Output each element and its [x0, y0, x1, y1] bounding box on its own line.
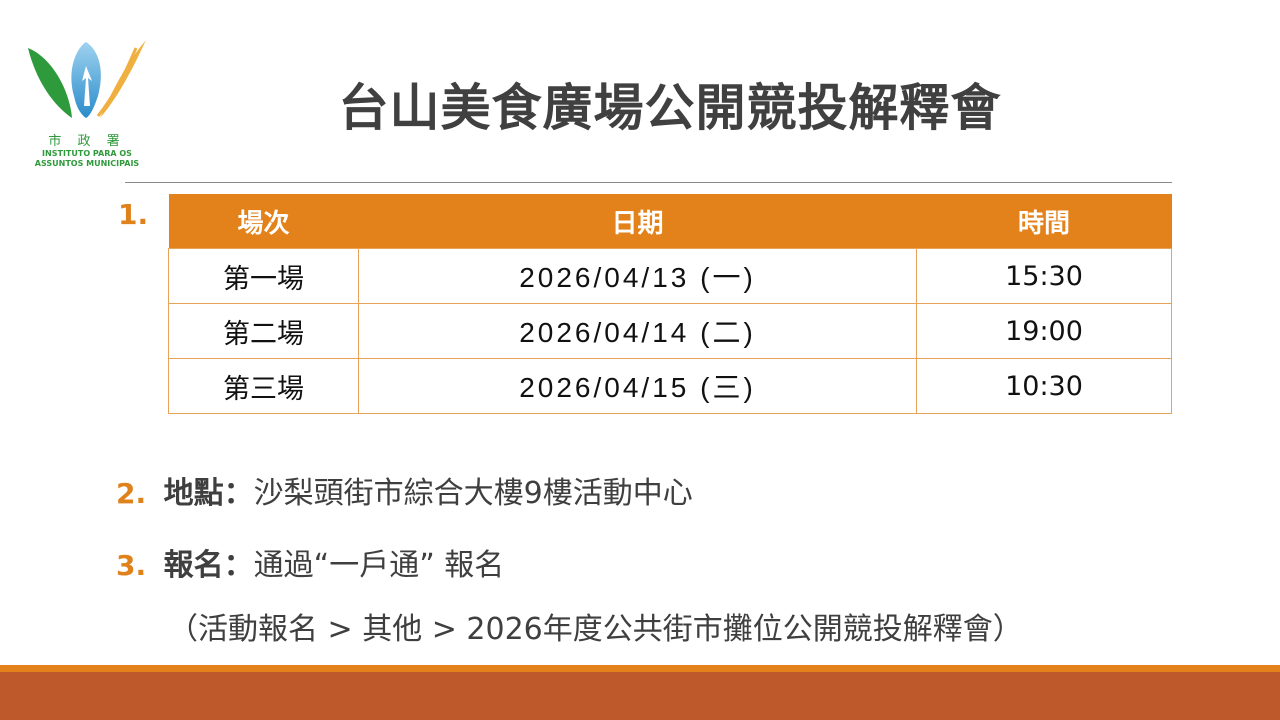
divider: [125, 182, 1172, 183]
logo-line1: INSTITUTO PARA OS: [42, 149, 132, 158]
logo: 市 政 署 INSTITUTO PARA OS ASSUNTOS MUNICIP…: [24, 36, 150, 168]
logo-emblem-icon: [28, 40, 146, 118]
location-line: 2. 地點：沙梨頭街市綜合大樓9樓活動中心: [116, 468, 693, 512]
footer-accent-bar: [0, 665, 1280, 672]
session-cell: 第三場: [168, 358, 359, 414]
header-session: 場次: [168, 194, 359, 249]
table-row: 第一場 2026/04/13 (一) 15:30: [168, 248, 1172, 304]
schedule-table: 場次 日期 時間 第一場 2026/04/13 (一) 15:30 第二場 20…: [168, 194, 1172, 414]
time-cell: 10:30: [916, 358, 1172, 414]
footer-bar: [0, 672, 1280, 720]
registration-text: 通過“一戶通” 報名: [253, 548, 505, 583]
session-cell: 第一場: [168, 248, 359, 304]
registration-label: 報名：: [163, 548, 254, 583]
table-header-row: 場次 日期 時間: [168, 194, 1172, 249]
table-row: 第三場 2026/04/15 (三) 10:30: [168, 358, 1172, 414]
header-date: 日期: [358, 194, 917, 249]
registration-path: （活動報名 > 其他 > 2026年度公共街市攤位公開競投解釋會）: [168, 612, 1023, 647]
session-cell: 第二場: [168, 303, 359, 359]
logo-chinese-text: 市 政 署: [48, 134, 126, 149]
date-cell: 2026/04/13 (一): [358, 248, 917, 304]
logo-line2: ASSUNTOS MUNICIPAIS: [34, 159, 140, 168]
date-cell: 2026/04/15 (三): [358, 358, 917, 414]
section-1-number: 1.: [118, 198, 149, 231]
table-row: 第二場 2026/04/14 (二) 19:00: [168, 303, 1172, 359]
header-time: 時間: [916, 194, 1172, 249]
time-cell: 15:30: [916, 248, 1172, 304]
section-3-number: 3.: [116, 549, 147, 582]
time-cell: 19:00: [916, 303, 1172, 359]
date-cell: 2026/04/14 (二): [358, 303, 917, 359]
section-2-number: 2.: [116, 477, 147, 510]
location-text: 沙梨頭街市綜合大樓9樓活動中心: [253, 476, 693, 511]
location-label: 地點：: [163, 476, 254, 511]
page-title: 台山美食廣場公開競投解釋會: [338, 79, 1002, 137]
registration-line: 3. 報名：通過“一戶通” 報名: [116, 540, 504, 584]
